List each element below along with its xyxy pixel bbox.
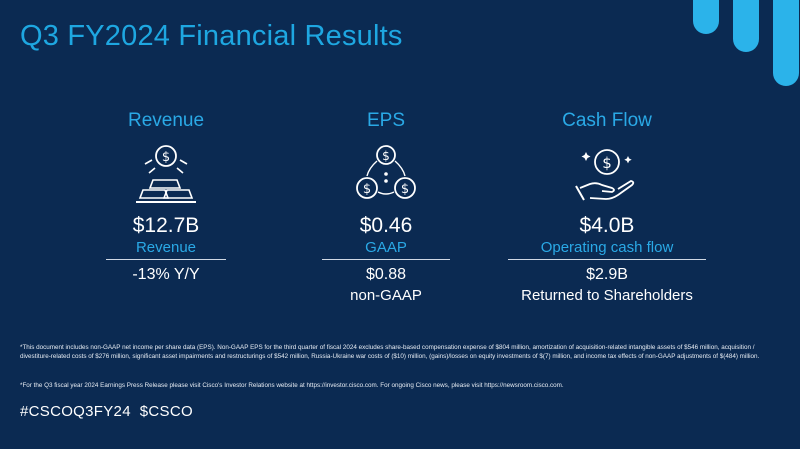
- money-bars-icon: $: [136, 145, 196, 203]
- svg-text:$: $: [602, 154, 612, 172]
- press-release-footnote: *For the Q3 fiscal year 2024 Earnings Pr…: [20, 382, 564, 389]
- cashflow-value: $4.0B: [579, 214, 635, 237]
- hand-coin-icon: $: [575, 149, 635, 201]
- eps-nongaap-label: non-GAAP: [350, 287, 422, 304]
- eps-gaap-label: GAAP: [365, 239, 407, 256]
- cashflow-value-label: Operating cash flow: [540, 239, 674, 256]
- returned-label: Returned to Shareholders: [521, 287, 693, 304]
- svg-text:$: $: [162, 150, 170, 165]
- revenue-value-label: Revenue: [135, 239, 197, 256]
- non-gaap-footnote: *This document includes non-GAAP net inc…: [20, 344, 760, 360]
- revenue-column: Revenue $ $12.7B Revenue -13% Y/Y: [106, 110, 226, 284]
- hashtags-text: #CSCOQ3FY24 $CSCO: [20, 403, 193, 420]
- eps-column: EPS $ $ $ $0.46 GAAP $0.88 non-GAAP: [322, 110, 450, 304]
- eps-gaap-value: $0.46: [359, 214, 413, 237]
- revenue-heading: Revenue: [127, 110, 205, 131]
- slide-title: Q3 FY2024 Financial Results: [20, 20, 403, 52]
- returned-value: $2.9B: [586, 266, 628, 283]
- svg-text:$: $: [401, 182, 409, 197]
- cashflow-heading: Cash Flow: [562, 110, 652, 131]
- svg-text:$: $: [382, 149, 390, 163]
- eps-heading: EPS: [366, 110, 406, 131]
- coins-network-icon: $ $ $: [356, 145, 416, 199]
- revenue-value: $12.7B: [132, 214, 200, 237]
- svg-text:$: $: [363, 182, 371, 197]
- hashtags: #CSCOQ3FY24 $CSCO: [20, 403, 193, 420]
- revenue-divider: [106, 259, 226, 260]
- cashflow-column: Cash Flow $ $4.0B Operating cash flow $2…: [508, 110, 706, 304]
- eps-divider: [322, 259, 450, 260]
- cashflow-divider: [508, 259, 706, 260]
- eps-nongaap-value: $0.88: [365, 266, 407, 283]
- revenue-yoy: -13% Y/Y: [132, 266, 200, 283]
